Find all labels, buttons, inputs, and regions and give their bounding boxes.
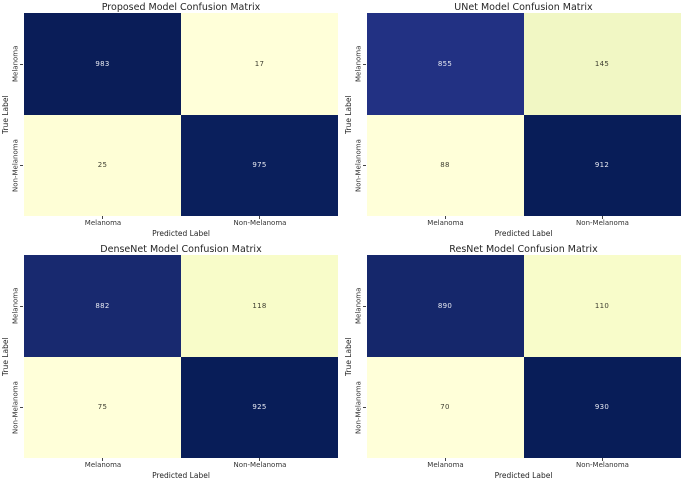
y-tick-label-melanoma: Melanoma xyxy=(354,287,362,325)
heatmap-cell: 17 xyxy=(181,13,338,115)
y-tick-label-non-melanoma: Non-Melanoma xyxy=(354,381,362,434)
subplot-title: Proposed Model Confusion Matrix xyxy=(101,2,261,13)
y-tick-mark xyxy=(362,306,366,307)
x-tick-mark xyxy=(444,216,446,219)
subplot-title: UNet Model Confusion Matrix xyxy=(454,2,593,13)
subplot-unet-model: UNet Model Confusion Matrix True Label M… xyxy=(343,0,685,242)
y-tick-label-melanoma: Melanoma xyxy=(11,45,20,83)
x-axis-label: Predicted Label xyxy=(494,471,553,480)
y-tick-label-non-melanoma: Non-Melanoma xyxy=(11,139,20,192)
heatmap-cell: 890 xyxy=(366,255,524,357)
heatmap-cell: 925 xyxy=(181,356,338,458)
x-tick-mark xyxy=(601,458,603,461)
confusion-matrix-heatmap: 855 145 88 912 xyxy=(366,13,681,216)
x-axis-label: Predicted Label xyxy=(152,471,210,480)
subplot-title: ResNet Model Confusion Matrix xyxy=(449,244,598,255)
x-tick-label-melanoma: Melanoma xyxy=(84,461,122,469)
x-axis-label: Predicted Label xyxy=(152,229,210,238)
y-axis-label: True Label xyxy=(343,337,353,376)
y-tick-mark xyxy=(362,165,366,166)
confusion-matrix-heatmap: 890 110 70 930 xyxy=(366,255,681,458)
heatmap-cell: 912 xyxy=(523,114,681,216)
x-tick-label-melanoma: Melanoma xyxy=(427,219,464,227)
heatmap-cell: 882 xyxy=(24,255,181,357)
heatmap-cell: 110 xyxy=(523,255,681,357)
heatmap-cell: 975 xyxy=(181,114,338,216)
y-axis-label: True Label xyxy=(1,337,10,376)
y-tick-label-melanoma: Melanoma xyxy=(354,45,362,83)
x-tick-label-non-melanoma: Non-Melanoma xyxy=(576,461,629,469)
y-tick-label-non-melanoma: Non-Melanoma xyxy=(354,139,362,192)
heatmap-cell: 118 xyxy=(181,255,338,357)
heatmap-cell: 75 xyxy=(24,356,181,458)
subplot-resnet-model: ResNet Model Confusion Matrix True Label… xyxy=(343,242,685,484)
x-axis-label: Predicted Label xyxy=(494,229,553,238)
y-tick-mark xyxy=(362,407,366,408)
x-tick-mark xyxy=(444,458,446,461)
y-axis-label: True Label xyxy=(1,95,10,134)
subplot-densenet-model: DenseNet Model Confusion Matrix True Lab… xyxy=(0,242,343,484)
x-tick-label-non-melanoma: Non-Melanoma xyxy=(576,219,629,227)
heatmap-cell: 855 xyxy=(366,13,524,115)
x-tick-mark xyxy=(259,216,260,219)
x-tick-mark xyxy=(102,458,103,461)
y-tick-mark xyxy=(20,64,23,65)
x-tick-label-non-melanoma: Non-Melanoma xyxy=(233,461,287,469)
confusion-matrix-heatmap: 983 17 25 975 xyxy=(24,13,338,216)
heatmap-cell: 88 xyxy=(366,114,524,216)
heatmap-cell: 25 xyxy=(24,114,181,216)
y-tick-mark xyxy=(362,64,366,65)
y-tick-label-melanoma: Melanoma xyxy=(11,287,20,325)
heatmap-cell: 70 xyxy=(366,356,524,458)
y-tick-label-non-melanoma: Non-Melanoma xyxy=(11,381,20,434)
y-tick-mark xyxy=(20,407,23,408)
subplot-title: DenseNet Model Confusion Matrix xyxy=(100,244,262,255)
heatmap-cell: 930 xyxy=(523,356,681,458)
y-tick-mark xyxy=(20,306,23,307)
x-tick-label-melanoma: Melanoma xyxy=(84,219,122,227)
x-tick-label-melanoma: Melanoma xyxy=(427,461,464,469)
subplot-proposed-model: Proposed Model Confusion Matrix True Lab… xyxy=(0,0,343,242)
confusion-matrix-heatmap: 882 118 75 925 xyxy=(24,255,338,458)
heatmap-cell: 145 xyxy=(523,13,681,115)
y-axis-label: True Label xyxy=(343,95,353,134)
x-tick-mark xyxy=(102,216,103,219)
x-tick-mark xyxy=(601,216,603,219)
heatmap-cell: 983 xyxy=(24,13,181,115)
y-tick-mark xyxy=(20,165,23,166)
x-tick-mark xyxy=(259,458,260,461)
x-tick-label-non-melanoma: Non-Melanoma xyxy=(233,219,287,227)
